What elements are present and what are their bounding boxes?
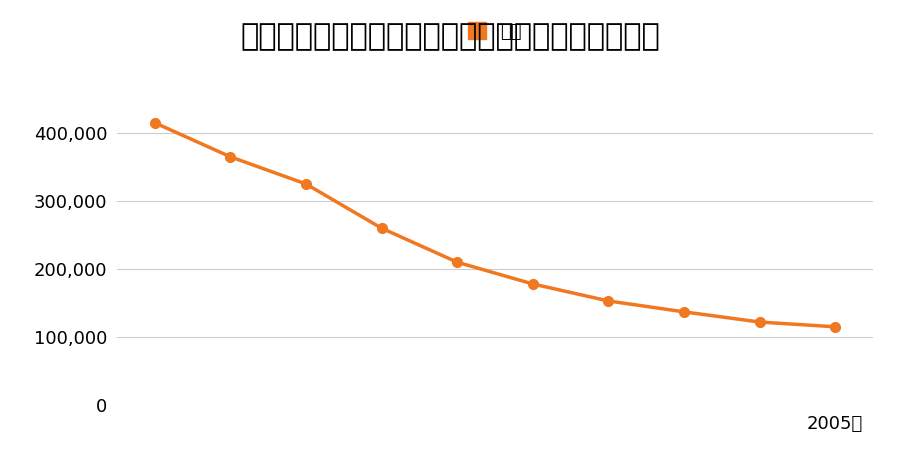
Text: 大分県別府市北浜１丁目８１８番４７外の地価推移: 大分県別府市北浜１丁目８１８番４７外の地価推移 — [240, 22, 660, 51]
Legend: 価格: 価格 — [468, 22, 522, 40]
